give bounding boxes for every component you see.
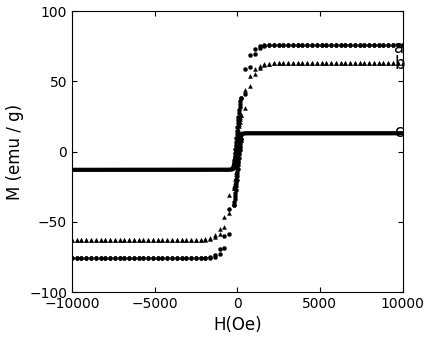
Y-axis label: M (emu / g): M (emu / g) [6,103,24,200]
Text: c: c [394,123,403,141]
X-axis label: H(Oe): H(Oe) [213,317,261,335]
Text: a: a [394,38,404,56]
Text: b: b [394,55,405,73]
